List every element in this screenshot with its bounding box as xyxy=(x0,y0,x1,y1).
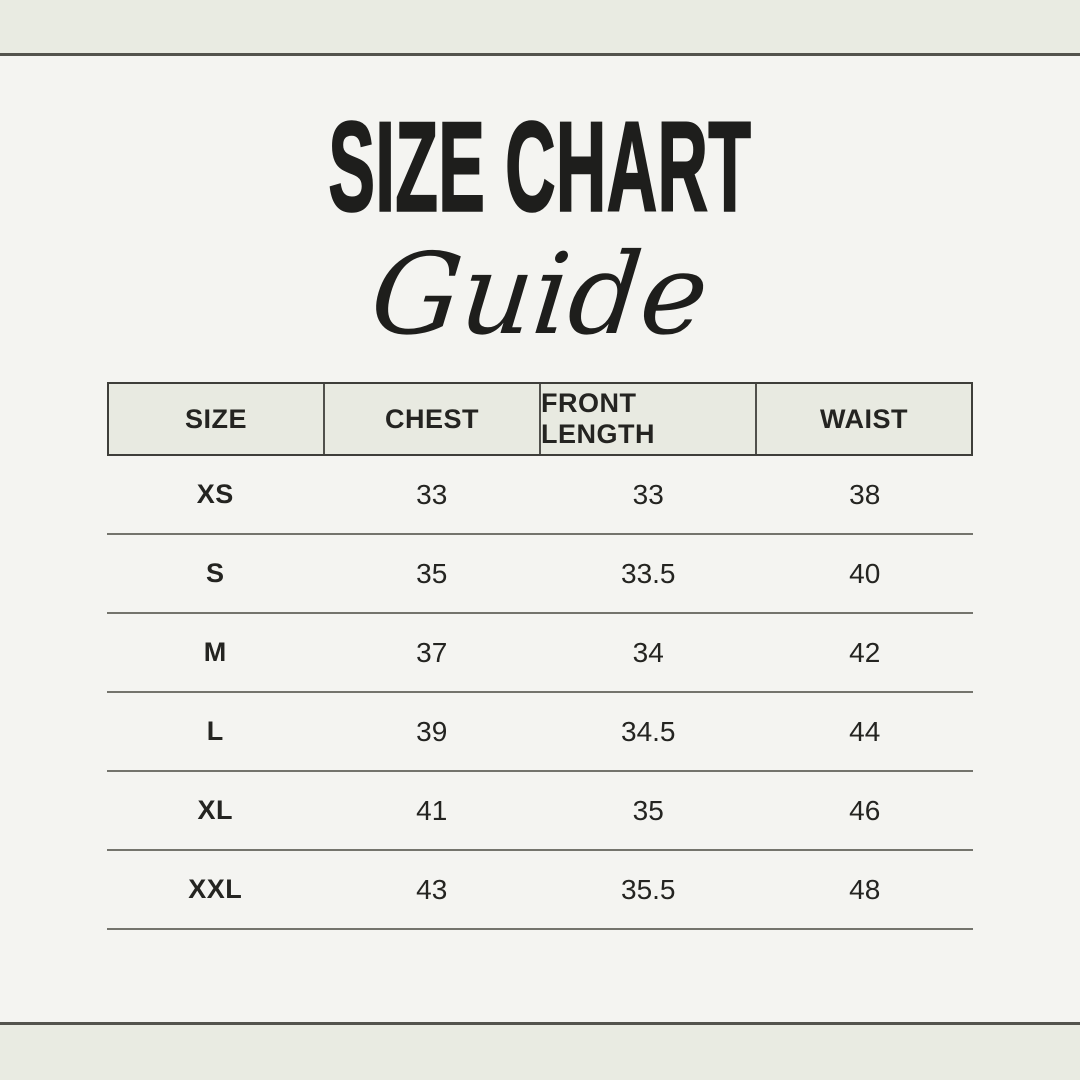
waist-value: 42 xyxy=(849,636,881,668)
chest-value: 37 xyxy=(416,636,448,668)
table-row-l: L 39 34.5 44 xyxy=(107,693,973,772)
waist-value: 38 xyxy=(849,478,881,510)
page-subtitle: Guide xyxy=(0,222,1080,367)
size-label: M xyxy=(203,637,227,667)
size-label: XS xyxy=(196,479,234,509)
front-length-value: 33 xyxy=(632,478,664,510)
chest-value: 41 xyxy=(416,794,448,826)
chest-value: 33 xyxy=(416,478,448,510)
table-header-row: SIZE CHEST FRONT LENGTH WAIST xyxy=(107,382,973,456)
size-chart-table: SIZE CHEST FRONT LENGTH WAIST XS 33 33 3… xyxy=(107,382,973,930)
front-length-value: 35.5 xyxy=(621,873,676,905)
front-length-value: 34.5 xyxy=(621,715,676,747)
column-header-size: SIZE xyxy=(184,403,247,434)
size-label: L xyxy=(206,716,224,746)
front-length-value: 34 xyxy=(632,636,664,668)
bottom-band xyxy=(0,1022,1080,1080)
table-row-xl: XL 41 35 46 xyxy=(107,772,973,851)
waist-value: 40 xyxy=(849,557,881,589)
table-row-xxl: XXL 43 35.5 48 xyxy=(107,851,973,930)
column-header-front-length: FRONT LENGTH xyxy=(539,384,755,454)
chest-value: 35 xyxy=(416,557,448,589)
column-header-chest: CHEST xyxy=(323,384,539,454)
waist-value: 48 xyxy=(849,873,881,905)
table-row-s: S 35 33.5 40 xyxy=(107,535,973,614)
size-label: XXL xyxy=(188,874,243,904)
table-row-xs: XS 33 33 38 xyxy=(107,456,973,535)
front-length-value: 35 xyxy=(632,794,664,826)
waist-value: 44 xyxy=(849,715,881,747)
page-subtitle-text: Guide xyxy=(365,229,715,360)
front-length-value: 33.5 xyxy=(621,557,676,589)
page-title-text: SIZE CHART xyxy=(328,96,752,238)
page-title: SIZE CHART xyxy=(0,102,1080,231)
chest-value: 43 xyxy=(416,873,448,905)
column-header-waist: WAIST xyxy=(755,384,971,454)
waist-value: 46 xyxy=(849,794,881,826)
size-label: XL xyxy=(197,795,233,825)
table-row-m: M 37 34 42 xyxy=(107,614,973,693)
top-band xyxy=(0,0,1080,56)
size-label: S xyxy=(205,558,225,588)
chest-value: 39 xyxy=(416,715,448,747)
